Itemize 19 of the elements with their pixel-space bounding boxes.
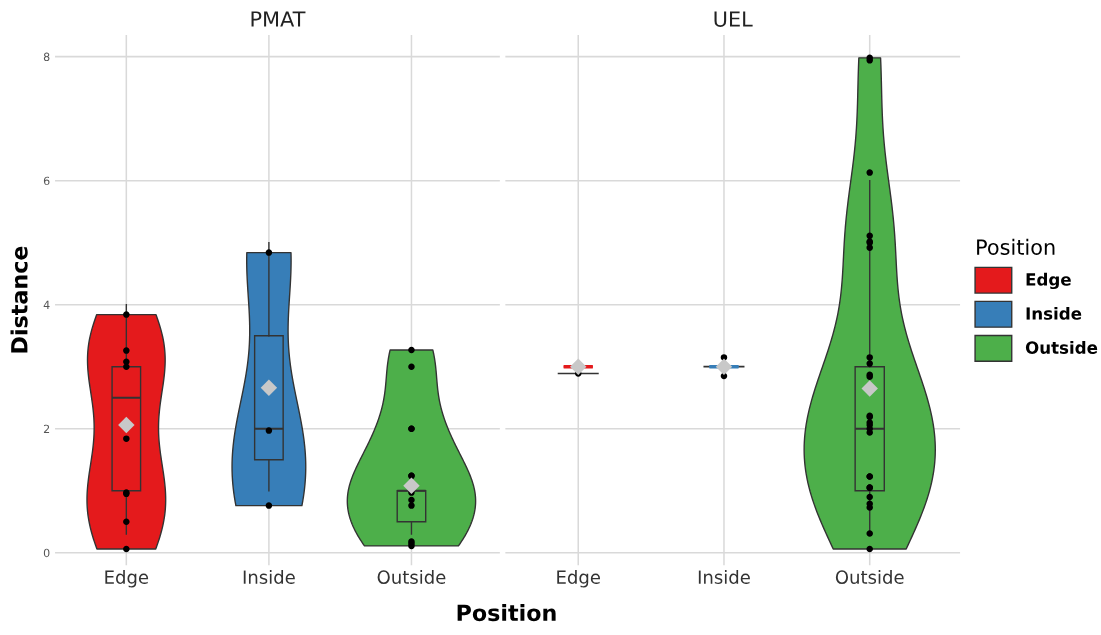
y-tick-label: 4 [43, 300, 50, 309]
y-tick-label: 0 [43, 548, 50, 558]
y-tick-label: 8 [43, 52, 50, 62]
legend-title: Position [977, 238, 1055, 255]
legend-label: Outside [1025, 341, 1098, 354]
x-axis-title: Position [457, 603, 556, 622]
x-tick-label: Outside [377, 570, 446, 584]
y-tick-label: 6 [43, 176, 50, 186]
x-tick-label: Inside [243, 570, 295, 584]
chart-title: PMAT [251, 11, 306, 27]
x-tick-label: Outside [835, 570, 904, 584]
legend-label: Inside [1026, 306, 1082, 320]
x-tick-label: Inside [698, 570, 750, 584]
y-tick-label: 2 [43, 424, 50, 433]
x-tick-label: Edge [557, 570, 600, 588]
y-axis-title: Distance [10, 246, 28, 353]
x-tick-label: Edge [105, 570, 149, 588]
legend-label: Edge [1026, 272, 1071, 290]
chart-title: UEL [714, 11, 753, 27]
